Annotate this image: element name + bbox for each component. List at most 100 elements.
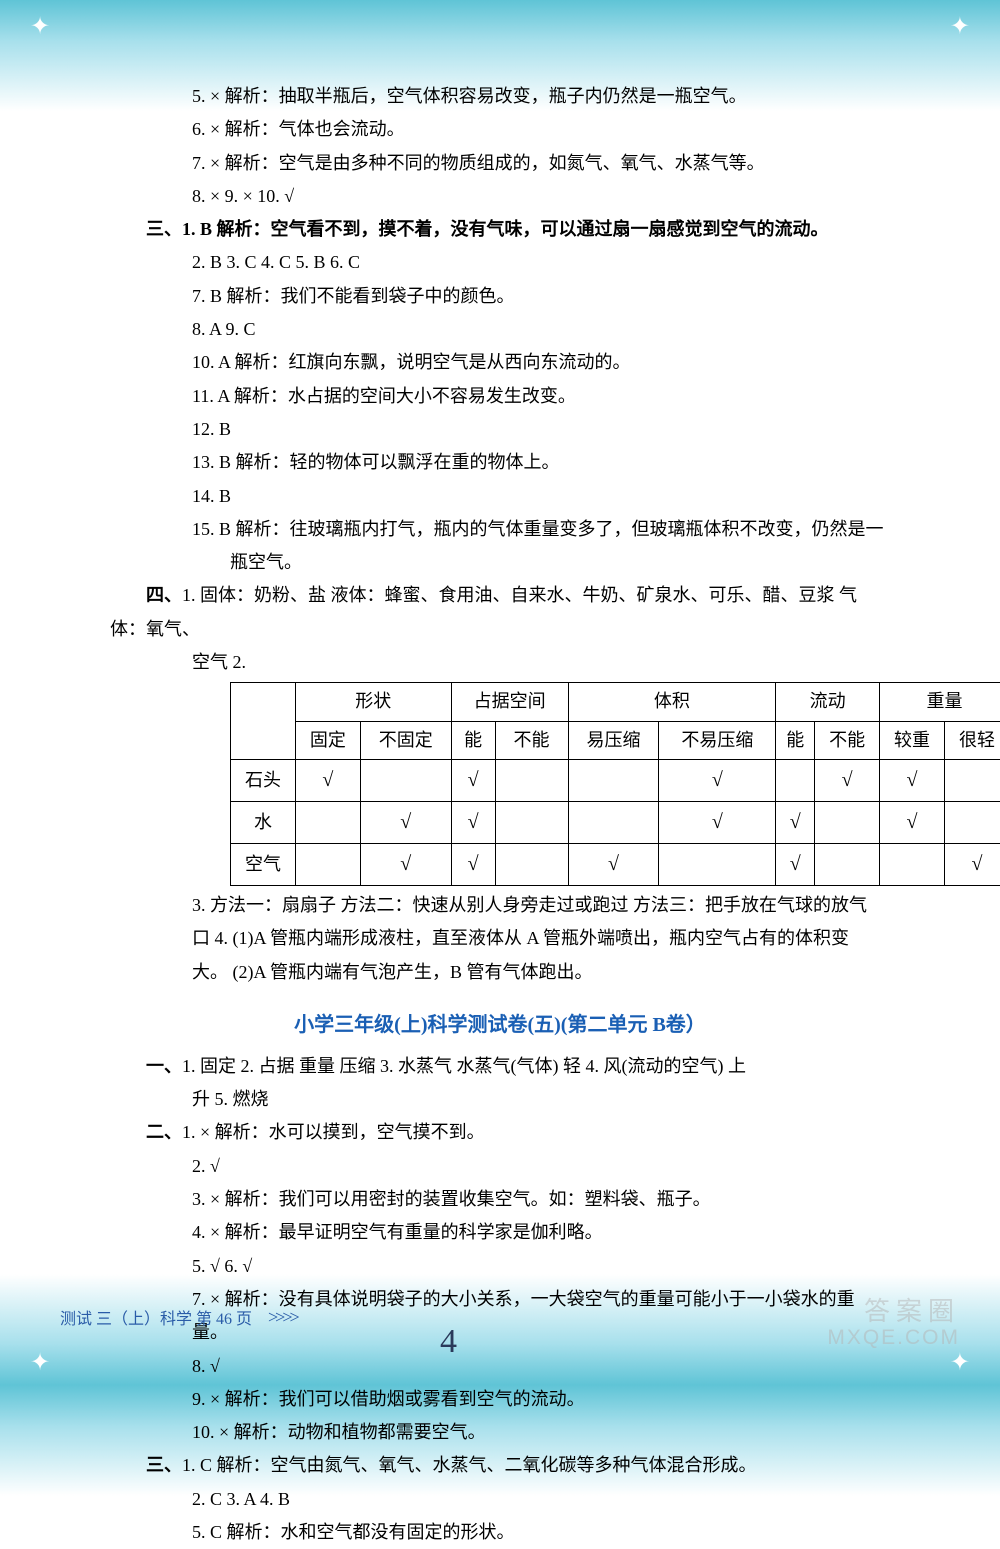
section-two-label: 二、 bbox=[110, 1122, 182, 1142]
table-cell bbox=[295, 843, 360, 885]
table-cell bbox=[495, 801, 568, 843]
answer-line: 四、1. 固体：奶粉、盐 液体：蜂蜜、食用油、自来水、牛奶、矿泉水、可乐、醋、豆… bbox=[110, 579, 890, 646]
answer-line: 5. C 解析：水和空气都没有固定的形状。 bbox=[110, 1516, 890, 1549]
answer-line: 8. A 9. C bbox=[110, 313, 890, 346]
table-cell: √ bbox=[360, 843, 451, 885]
table-subheader: 能 bbox=[451, 721, 495, 759]
table-cell bbox=[776, 759, 815, 801]
table-cell: √ bbox=[659, 801, 776, 843]
answer-line: 5. √ 6. √ bbox=[110, 1250, 890, 1283]
answer-line: 3. × 解析：我们可以用密封的装置收集空气。如：塑料袋、瓶子。 bbox=[110, 1183, 890, 1216]
table-subheader: 不易压缩 bbox=[659, 721, 776, 759]
table-cell bbox=[495, 759, 568, 801]
table-cell: √ bbox=[295, 759, 360, 801]
answer-line: 2. √ bbox=[110, 1150, 890, 1183]
answer-line: 5. × 解析：抽取半瓶后，空气体积容易改变，瓶子内仍然是一瓶空气。 bbox=[110, 80, 890, 113]
answer-text: 1. B 解析：空气看不到，摸不着，没有气味，可以通过扇一扇感觉到空气的流动。 bbox=[182, 219, 829, 239]
table-cell bbox=[295, 801, 360, 843]
table-header: 体积 bbox=[568, 683, 776, 721]
table-cell: √ bbox=[360, 801, 451, 843]
table-cell: √ bbox=[659, 759, 776, 801]
answer-line: 口 4. (1)A 管瓶内端形成液柱，直至液体从 A 管瓶外端喷出，瓶内空气占有… bbox=[110, 922, 890, 955]
table-cell bbox=[360, 759, 451, 801]
table-subheader: 较重 bbox=[880, 721, 945, 759]
answer-line: 二、1. × 解析：水可以摸到，空气摸不到。 bbox=[110, 1116, 890, 1149]
table-subheader: 不能 bbox=[495, 721, 568, 759]
table-header: 流动 bbox=[776, 683, 880, 721]
table-header: 占据空间 bbox=[451, 683, 568, 721]
table-cell bbox=[568, 759, 659, 801]
table-cell: √ bbox=[451, 801, 495, 843]
table-cell: √ bbox=[451, 759, 495, 801]
table-subheader: 不固定 bbox=[360, 721, 451, 759]
answer-line: 空气 2. bbox=[110, 646, 890, 679]
star-decoration-br: ✦ bbox=[950, 1348, 970, 1377]
answer-line: 2. B 3. C 4. C 5. B 6. C bbox=[110, 246, 890, 279]
table-header: 形状 bbox=[295, 683, 451, 721]
star-decoration-tl: ✦ bbox=[30, 12, 50, 41]
answer-text: 1. 固定 2. 占据 重量 压缩 3. 水蒸气 水蒸气(气体) 轻 4. 风(… bbox=[182, 1056, 746, 1076]
table-subheader: 很轻 bbox=[945, 721, 1000, 759]
table-header: 重量 bbox=[880, 683, 1000, 721]
table-cell: √ bbox=[568, 843, 659, 885]
table-cell bbox=[815, 843, 880, 885]
section-three-label: 三、 bbox=[110, 1455, 182, 1475]
answer-line: 6. × 解析：气体也会流动。 bbox=[110, 113, 890, 146]
answer-line: 12. B bbox=[110, 413, 890, 446]
answer-line: 3. 方法一：扇扇子 方法二：快速从别人身旁走过或跑过 方法三：把手放在气球的放… bbox=[110, 889, 890, 922]
table-header-row-2: 固定 不固定 能 不能 易压缩 不易压缩 能 不能 较重 很轻 bbox=[231, 721, 1000, 759]
watermark: 答案圈 MXQE.COM bbox=[827, 1297, 960, 1349]
answer-line: 8. √ bbox=[110, 1350, 890, 1383]
answer-line: 10. A 解析：红旗向东飘，说明空气是从西向东流动的。 bbox=[110, 346, 890, 379]
answer-line: 7. × 解析：空气是由多种不同的物质组成的，如氮气、氧气、水蒸气等。 bbox=[110, 147, 890, 180]
answer-text: 1. C 解析：空气由氮气、氧气、水蒸气、二氧化碳等多种气体混合形成。 bbox=[182, 1455, 757, 1475]
star-decoration-bl: ✦ bbox=[30, 1348, 50, 1377]
table-row: 空气 √ √ √ √ √ bbox=[231, 843, 1000, 885]
answer-text: 1. 固体：奶粉、盐 液体：蜂蜜、食用油、自来水、牛奶、矿泉水、可乐、醋、豆浆 … bbox=[110, 585, 857, 638]
answer-line: 2. C 3. A 4. B bbox=[110, 1483, 890, 1516]
answer-line: 瓶空气。 bbox=[110, 546, 890, 579]
table-cell bbox=[945, 759, 1000, 801]
answer-line: 13. B 解析：轻的物体可以飘浮在重的物体上。 bbox=[110, 446, 890, 479]
table-cell bbox=[659, 843, 776, 885]
table-cell bbox=[568, 801, 659, 843]
table-subheader: 不能 bbox=[815, 721, 880, 759]
answer-line: 三、1. C 解析：空气由氮气、氧气、水蒸气、二氧化碳等多种气体混合形成。 bbox=[110, 1449, 890, 1482]
answer-line: 9. × 解析：我们可以借助烟或雾看到空气的流动。 bbox=[110, 1383, 890, 1416]
table-cell: √ bbox=[776, 843, 815, 885]
row-label: 空气 bbox=[231, 843, 296, 885]
table-row: 石头 √ √ √ √ √ bbox=[231, 759, 1000, 801]
answer-line: 8. × 9. × 10. √ bbox=[110, 180, 890, 213]
answer-line: 一、1. 固定 2. 占据 重量 压缩 3. 水蒸气 水蒸气(气体) 轻 4. … bbox=[110, 1050, 890, 1083]
section-one-label: 一、 bbox=[110, 1056, 182, 1076]
answer-line: 14. B bbox=[110, 480, 890, 513]
table-header-row-1: 形状 占据空间 体积 流动 重量 bbox=[231, 683, 1000, 721]
footer-text: 测试 三（上）科学 第 46 页 bbox=[60, 1305, 252, 1329]
properties-table: 形状 占据空间 体积 流动 重量 固定 不固定 能 不能 易压缩 不易压缩 能 … bbox=[230, 682, 1000, 886]
table-cell bbox=[945, 801, 1000, 843]
watermark-text-bottom: MXQE.COM bbox=[827, 1326, 960, 1349]
answer-line: 三、1. B 解析：空气看不到，摸不着，没有气味，可以通过扇一扇感觉到空气的流动… bbox=[110, 213, 890, 246]
star-decoration-tr: ✦ bbox=[950, 12, 970, 41]
answer-line: 升 5. 燃烧 bbox=[110, 1083, 890, 1116]
watermark-text-top: 答案圈 bbox=[827, 1297, 960, 1326]
table-cell bbox=[880, 843, 945, 885]
table-subheader: 能 bbox=[776, 721, 815, 759]
test-title: 小学三年级(上)科学测试卷(五)(第二单元 B卷） bbox=[110, 1007, 890, 1044]
answer-line: 11. A 解析：水占据的空间大小不容易发生改变。 bbox=[110, 380, 890, 413]
answer-text: 1. × 解析：水可以摸到，空气摸不到。 bbox=[182, 1122, 485, 1142]
table-row: 水 √ √ √ √ √ bbox=[231, 801, 1000, 843]
table-cell: √ bbox=[880, 801, 945, 843]
answer-line: 7. B 解析：我们不能看到袋子中的颜色。 bbox=[110, 280, 890, 313]
table-cell: √ bbox=[945, 843, 1000, 885]
table-subheader: 固定 bbox=[295, 721, 360, 759]
table-cell: √ bbox=[451, 843, 495, 885]
row-label: 水 bbox=[231, 801, 296, 843]
table-cell bbox=[815, 801, 880, 843]
table-cell: √ bbox=[880, 759, 945, 801]
table-subheader: 易压缩 bbox=[568, 721, 659, 759]
table-cell: √ bbox=[815, 759, 880, 801]
answer-line: 10. × 解析：动物和植物都需要空气。 bbox=[110, 1416, 890, 1449]
answer-line: 4. × 解析：最早证明空气有重量的科学家是伽利略。 bbox=[110, 1216, 890, 1249]
table-corner-cell bbox=[231, 683, 296, 760]
